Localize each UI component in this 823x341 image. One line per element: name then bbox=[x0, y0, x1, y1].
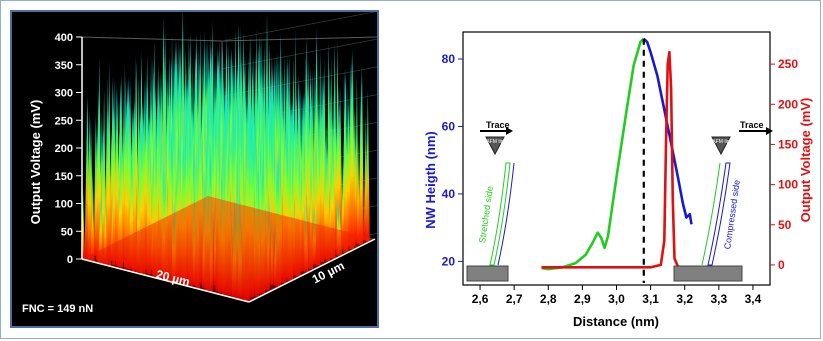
trace-arrowhead-left bbox=[506, 127, 513, 135]
afm-tip-right bbox=[711, 136, 731, 156]
surface-spike bbox=[365, 89, 370, 242]
substrate-left bbox=[466, 265, 509, 282]
left-y-axis-label: NW Heigth (nm) bbox=[423, 131, 438, 228]
x-tick-label: 3,4 bbox=[745, 292, 762, 306]
surface-spike bbox=[115, 86, 120, 266]
z-axis-label: Output Voltage (mV) bbox=[28, 100, 43, 225]
nanowire-compressed bbox=[707, 162, 731, 266]
trace-arrowhead-right bbox=[766, 127, 773, 135]
nanowire-compressed-edge bbox=[701, 162, 721, 266]
z-axis-ticks: 0 50 100 150 200 250 300 350 400 bbox=[55, 32, 82, 266]
inset-right-tip-label: AFM tip bbox=[712, 139, 729, 145]
insets bbox=[466, 127, 773, 282]
line-plot-panel: 2,6 2,7 2,8 2,9 3,0 3,1 3,2 3,3 3,4 20 40 60 80 0 50… bbox=[382, 10, 818, 332]
surface-spike bbox=[125, 101, 130, 269]
x-tick-label: 2,9 bbox=[574, 292, 591, 306]
right-y-tick-label: 0 bbox=[778, 258, 785, 272]
inset-left-tip-label: AFM tip bbox=[486, 139, 503, 145]
series-line-0 bbox=[541, 37, 645, 271]
z-tick-label: 200 bbox=[55, 143, 73, 155]
z-tick-label: 0 bbox=[67, 254, 73, 266]
right-y-tick-label: 50 bbox=[778, 218, 792, 232]
substrate-right bbox=[673, 265, 743, 282]
line-plot: 2,6 2,7 2,8 2,9 3,0 3,1 3,2 3,3 3,4 20 40 60 80 0 50… bbox=[423, 31, 813, 329]
left-y-tick-label: 80 bbox=[442, 52, 456, 66]
x-tick-label: 3,3 bbox=[710, 292, 727, 306]
right-y-tick-label: 200 bbox=[778, 97, 798, 111]
surface-spike bbox=[112, 107, 116, 265]
x-axis-label: Distance (nm) bbox=[573, 314, 659, 329]
surface-spike bbox=[87, 111, 92, 261]
x-tick-label: 2,7 bbox=[506, 292, 523, 306]
surface-plot: 0 50 100 150 200 250 300 350 400 Output Voltage … bbox=[22, 12, 377, 315]
back-grid-line bbox=[221, 12, 376, 42]
left-y-tick-label: 60 bbox=[442, 119, 456, 133]
right-y-tick-label: 150 bbox=[778, 137, 798, 151]
nanowire-stretched-edge bbox=[497, 162, 515, 266]
x-tick-label: 2,6 bbox=[472, 292, 489, 306]
nanowire-stretched bbox=[489, 162, 511, 266]
left-y-axis-ticks: 20 40 60 80 bbox=[442, 52, 463, 268]
surface-spike bbox=[106, 92, 112, 266]
right-y-tick-label: 100 bbox=[778, 178, 798, 192]
right-y-tick-label: 250 bbox=[778, 57, 798, 71]
surface-spike bbox=[349, 55, 355, 249]
surface-spike bbox=[320, 95, 324, 263]
surface-spike bbox=[121, 93, 126, 262]
z-tick-label: 250 bbox=[55, 115, 73, 127]
z-tick-label: 300 bbox=[55, 88, 73, 100]
z-tick-label: 400 bbox=[55, 32, 73, 44]
back-grid-line bbox=[221, 38, 377, 70]
z-tick-label: 350 bbox=[55, 60, 73, 72]
surface-spike bbox=[118, 125, 124, 268]
z-tick-label: 100 bbox=[55, 199, 73, 211]
x-axis-ticks: 2,6 2,7 2,8 2,9 3,0 3,1 3,2 3,3 3,4 bbox=[472, 285, 762, 306]
surface-spike bbox=[143, 77, 148, 270]
inset-right-title: Trace bbox=[740, 120, 764, 130]
surface-spike bbox=[343, 99, 349, 253]
z-tick-label: 150 bbox=[55, 171, 73, 183]
inset-left-title: Trace bbox=[486, 120, 510, 130]
series-line-2 bbox=[541, 50, 692, 269]
surface-spike bbox=[329, 121, 336, 259]
surface-spike bbox=[358, 97, 363, 245]
series-group bbox=[541, 37, 693, 283]
surface-plot-panel: 0 50 100 150 200 250 300 350 400 Output Voltage … bbox=[10, 10, 379, 328]
x-tick-label: 3,2 bbox=[676, 292, 693, 306]
x-tick-label: 3,0 bbox=[608, 292, 625, 306]
afm-tip-left bbox=[485, 136, 505, 156]
surface-spike bbox=[315, 92, 321, 266]
z-tick-label: 50 bbox=[61, 226, 73, 238]
surface-spike bbox=[132, 91, 138, 271]
surface-spike bbox=[90, 167, 95, 262]
left-y-tick-label: 40 bbox=[442, 187, 456, 201]
right-y-axis-ticks: 0 50 100 150 200 250 bbox=[770, 57, 798, 272]
x-tick-label: 2,8 bbox=[540, 292, 557, 306]
x-tick-label: 3,1 bbox=[642, 292, 659, 306]
surface-spike bbox=[104, 182, 107, 265]
left-y-tick-label: 20 bbox=[442, 254, 456, 268]
right-y-axis-label: Output Voltage (mV) bbox=[798, 98, 813, 223]
fnc-annotation: FNC = 149 nN bbox=[22, 303, 93, 315]
inset-left-side-label: Stretched side bbox=[477, 185, 495, 243]
surface-spike bbox=[101, 129, 106, 264]
